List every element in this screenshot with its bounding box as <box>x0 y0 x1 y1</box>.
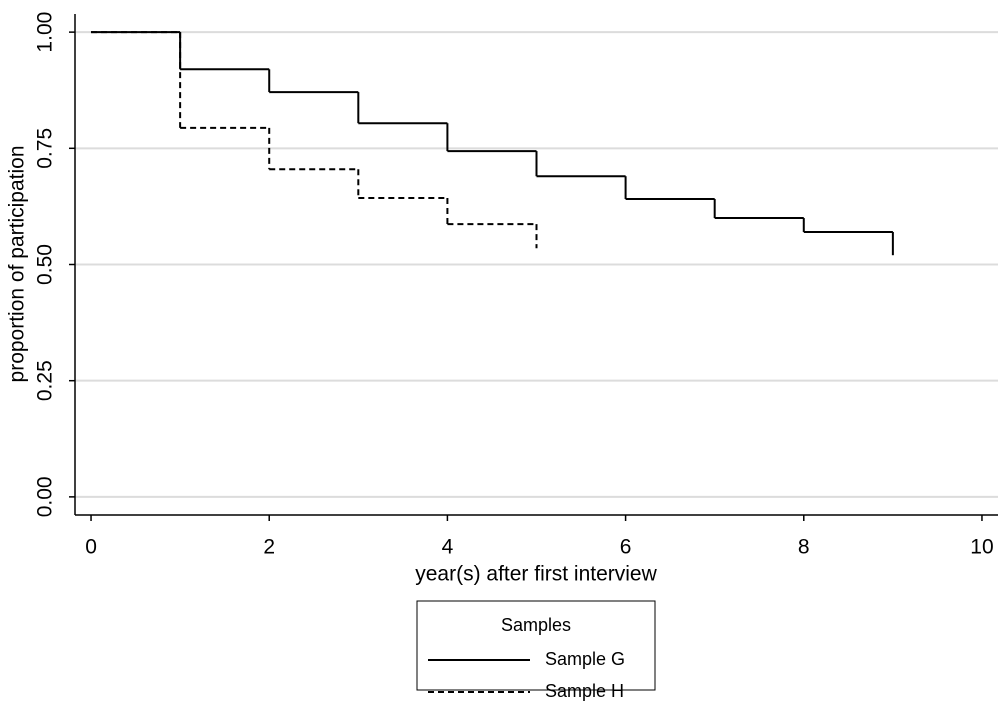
x-axis-title: year(s) after first interview <box>415 563 657 586</box>
legend-box <box>416 600 656 691</box>
y-tick-label: 0.50 <box>34 244 57 285</box>
y-tick-label: 0.75 <box>34 128 57 169</box>
y-tick-label: 0.00 <box>34 476 57 517</box>
legend-label: Sample H <box>545 681 624 701</box>
x-tick-label: 6 <box>620 536 632 559</box>
x-tick-label: 4 <box>442 536 454 559</box>
x-tick-label: 10 <box>970 536 993 559</box>
x-tick-label: 2 <box>263 536 275 559</box>
y-axis-title: proportion of participation <box>6 146 29 383</box>
legend-label: Sample G <box>545 649 625 669</box>
y-tick-label: 1.00 <box>34 12 57 53</box>
x-tick-label: 8 <box>798 536 810 559</box>
x-tick-label: 0 <box>85 536 97 559</box>
legend-title: Samples <box>501 615 571 635</box>
y-tick-label: 0.25 <box>34 360 57 401</box>
